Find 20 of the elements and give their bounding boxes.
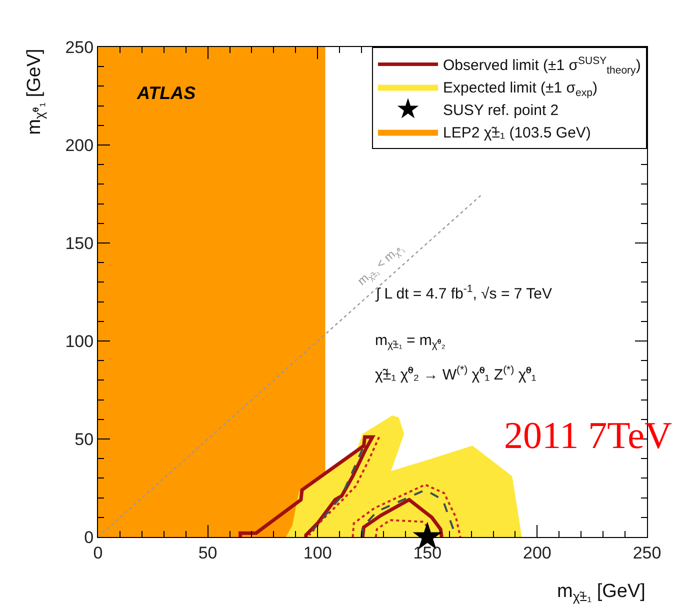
x-tick-label: 150 [413, 543, 442, 562]
y-tick-label: 150 [65, 234, 94, 253]
annotation: m$_{χ̃±₁}$ = m$_{χ̃⁰₂}$ [375, 332, 446, 352]
legend-label: Expected limit (±1 σ$_{exp}$) [443, 80, 598, 99]
y-tick-label: 50 [74, 430, 94, 449]
legend-label: Observed limit (±1 σ$^{SUSY}$$_{theory}$) [443, 54, 641, 76]
x-axis-title: m$_{χ̃±₁}$ [GeV] [557, 581, 646, 604]
annotation: ATLAS [136, 83, 196, 103]
y-tick-label: 0 [84, 528, 94, 547]
y-tick-label: 200 [65, 136, 94, 155]
y-tick-label: 250 [65, 38, 94, 57]
annotation: ∫ L dt = 4.7 fb$^{-1}$, √s = 7 TeV [375, 283, 552, 302]
y-tick-label: 100 [65, 332, 94, 351]
legend-label: LEP2 χ̃±₁ (103.5 GeV) [443, 124, 591, 142]
x-tick-label: 250 [632, 543, 662, 562]
x-tick-label: 200 [523, 543, 552, 562]
annotation: χ̃±₁ χ̃⁰₂ → W$^{(*)}$ χ̃⁰₁ Z$^{(*)}$ χ̃⁰₁ [375, 364, 536, 384]
legend-label: SUSY ref. point 2 [443, 102, 559, 120]
x-tick-label: 100 [303, 543, 332, 562]
x-tick-label: 50 [198, 543, 218, 562]
